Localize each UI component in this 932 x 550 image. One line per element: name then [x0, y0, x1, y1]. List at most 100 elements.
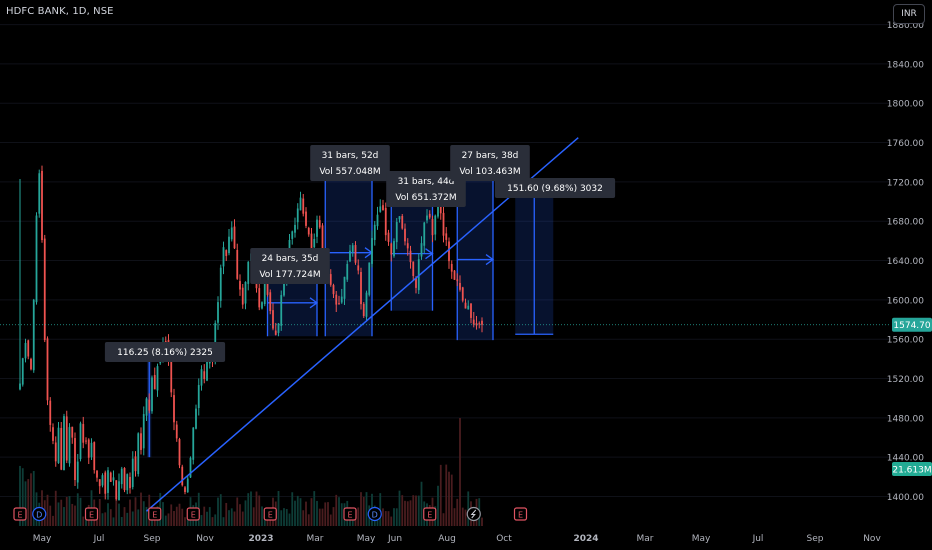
- date-range-arrowhead: [485, 254, 495, 266]
- candlestick: [104, 470, 107, 500]
- candlestick: [470, 303, 472, 324]
- drawing-label-box: [386, 171, 466, 207]
- volume-bar: [236, 497, 239, 526]
- date-range-arrowhead: [425, 248, 434, 260]
- volume-bar: [74, 505, 76, 526]
- drawing-label-text: 116.25 (8.16%) 2325: [117, 348, 213, 358]
- candle-body: [404, 228, 406, 242]
- candlestick: [395, 218, 398, 250]
- candlestick: [346, 260, 349, 282]
- earnings-marker: [13, 507, 27, 521]
- volume-bar: [71, 503, 74, 526]
- volume-label: 21.613M: [892, 466, 931, 476]
- candlestick: [258, 282, 261, 311]
- candle-body: [280, 295, 283, 326]
- time-axis-tick: 2023: [248, 534, 273, 544]
- dividend-event-icon[interactable]: D: [32, 506, 47, 522]
- date-range-tool[interactable]: [456, 178, 495, 341]
- drawing-label-text: Vol 103.463M: [459, 167, 520, 177]
- candle-body: [428, 213, 431, 218]
- candle-body: [299, 197, 302, 211]
- candle-body: [266, 275, 269, 295]
- volume-bar: [76, 493, 79, 526]
- volume-bar: [164, 515, 167, 526]
- price-range-label: 116.25 (8.16%) 2325: [104, 342, 226, 362]
- candle-body: [200, 369, 203, 386]
- candlestick: [137, 432, 140, 477]
- date-range-tool[interactable]: [390, 196, 434, 311]
- split-event-icon[interactable]: [466, 506, 481, 522]
- currency-button[interactable]: INR: [893, 4, 925, 24]
- candle-body: [393, 241, 395, 257]
- candle-body: [225, 250, 228, 256]
- earnings-event-icon[interactable]: E: [148, 507, 162, 521]
- candlestick: [244, 281, 247, 310]
- volume-bar: [258, 495, 261, 526]
- candle-body: [104, 472, 107, 494]
- volume-bar: [382, 508, 384, 526]
- candle-body: [228, 236, 230, 254]
- candlestick: [126, 473, 129, 495]
- candlestick: [195, 404, 197, 430]
- candlestick: [76, 454, 79, 489]
- candle-body: [461, 287, 464, 301]
- candlestick: [184, 485, 186, 495]
- chart-grid: [0, 24, 890, 498]
- candlestick: [65, 410, 68, 464]
- candle-body: [472, 319, 475, 325]
- volume-bar: [395, 508, 398, 526]
- trend-line[interactable]: [146, 137, 579, 512]
- earnings-event-icon[interactable]: E: [513, 507, 528, 521]
- candle-body: [170, 357, 173, 393]
- candle-body: [46, 338, 49, 401]
- volume-bar: [263, 515, 266, 526]
- earnings-event-icon[interactable]: E: [263, 507, 277, 521]
- candle-body: [90, 442, 93, 458]
- candlestick: [343, 276, 346, 306]
- volume-bar: [318, 508, 321, 526]
- candle-body: [467, 305, 470, 310]
- earnings-marker: [84, 507, 99, 521]
- price-range-tool[interactable]: [515, 183, 554, 335]
- volume-bar: [316, 500, 318, 526]
- volume-bar: [390, 516, 393, 526]
- volume-bar: [338, 497, 340, 526]
- candlestick: [280, 290, 283, 331]
- earnings-event-icon[interactable]: E: [423, 507, 437, 521]
- candle-body: [244, 281, 247, 304]
- candlestick: [175, 420, 178, 442]
- candle-body: [109, 472, 112, 482]
- candle-body: [222, 247, 225, 267]
- candle-body: [470, 303, 472, 318]
- candlestick: [384, 202, 387, 241]
- candlestick: [351, 243, 354, 257]
- candle-body: [368, 262, 371, 295]
- price-axis-tick: 1520.00: [887, 375, 924, 385]
- earnings-event-icon[interactable]: E: [13, 507, 27, 521]
- volume-bar: [142, 501, 145, 526]
- earnings-marker: [343, 507, 357, 521]
- earnings-event-icon[interactable]: E: [186, 507, 200, 521]
- candlestick: [217, 296, 219, 330]
- candle-body: [349, 250, 351, 262]
- candlestick: [52, 423, 54, 445]
- volume-bar: [384, 511, 387, 526]
- volume-bar: [464, 509, 467, 526]
- candle-body: [153, 375, 156, 390]
- price-axis-tick: 1880.00: [887, 21, 924, 31]
- volume-bar: [239, 504, 241, 526]
- candlestick: [426, 209, 428, 224]
- drawing-label-box: [494, 178, 616, 198]
- earnings-event-icon[interactable]: E: [343, 507, 357, 521]
- candle-body: [24, 342, 27, 359]
- earnings-event-icon[interactable]: E: [84, 507, 99, 521]
- candlestick: [85, 437, 87, 445]
- dividend-event-icon[interactable]: D: [367, 506, 382, 522]
- candlestick: [90, 438, 93, 461]
- drawing-label-text: Vol 177.724M: [259, 270, 320, 280]
- candle-body: [426, 215, 428, 221]
- volume-bar: [104, 512, 107, 526]
- date-range-tool[interactable]: [324, 169, 374, 337]
- time-axis-tick: May: [357, 534, 376, 544]
